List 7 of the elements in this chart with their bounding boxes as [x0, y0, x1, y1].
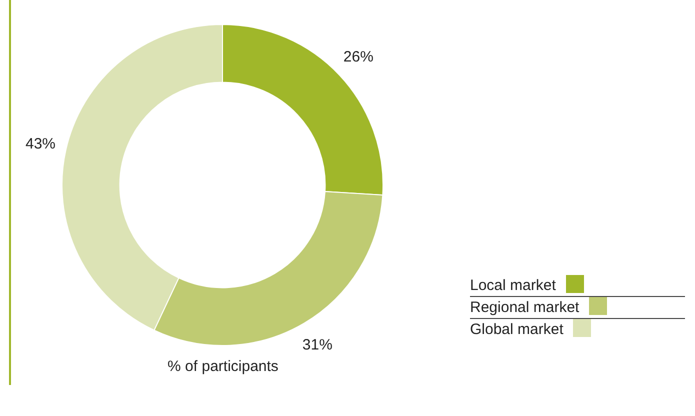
legend-label: Local market [470, 277, 556, 294]
data-label: 26% [343, 48, 374, 66]
data-label: 43% [25, 135, 56, 152]
legend-label: Regional market [470, 299, 580, 316]
data-label: 31% [302, 336, 332, 354]
legend-label: Global market [470, 321, 564, 338]
text: % of participants [166, 358, 280, 375]
